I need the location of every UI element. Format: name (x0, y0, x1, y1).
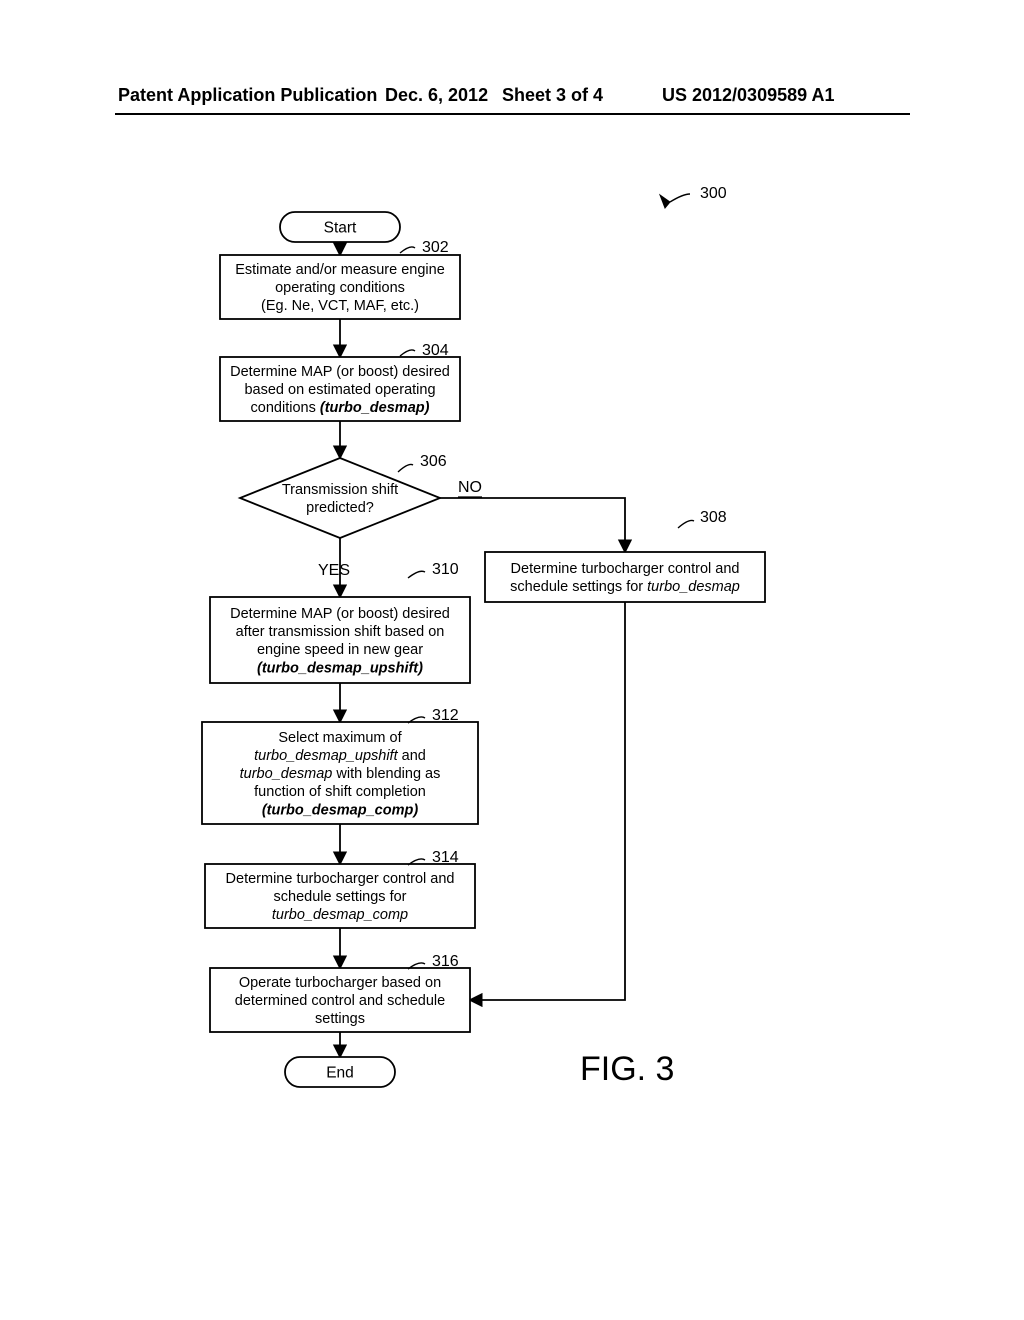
node-start: Start (280, 212, 400, 242)
node-n302: Estimate and/or measure engine operating … (220, 255, 460, 319)
svg-text:based on estimated operating: based on estimated operating (244, 382, 435, 398)
svg-text:Start: Start (324, 219, 357, 236)
svg-text:Transmission shift: Transmission shift (282, 482, 398, 498)
svg-text:engine speed in new gear: engine speed in new gear (257, 642, 423, 658)
node-n306: Transmission shift predicted? (240, 458, 440, 538)
svg-text:predicted?: predicted? (306, 500, 374, 516)
figure-label: FIG. 3 (580, 1050, 674, 1088)
node-n308: Determine turbocharger control and schedu… (485, 552, 765, 602)
svg-text:turbo_desmap with blending as: turbo_desmap with blending as (240, 766, 441, 782)
svg-text:turbo_desmap_upshift and: turbo_desmap_upshift and (254, 748, 426, 764)
svg-text:308: 308 (700, 509, 727, 526)
svg-text:NO: NO (458, 479, 482, 496)
flowchart: Start Estimate and/or measure engine opera… (0, 0, 1024, 1320)
svg-text:314: 314 (432, 849, 459, 866)
svg-text:YES: YES (318, 562, 350, 579)
edge-n306-n308 (440, 498, 625, 552)
node-n304: Determine MAP (or boost) desired based on… (220, 357, 460, 421)
svg-text:Determine turbocharger control: Determine turbocharger control and (226, 871, 455, 887)
node-n314: Determine turbocharger control and schedu… (205, 864, 475, 928)
svg-text:Operate turbocharger based on: Operate turbocharger based on (239, 975, 441, 991)
node-n310: Determine MAP (or boost) desired after tr… (210, 597, 470, 683)
svg-text:function of shift completion: function of shift completion (254, 784, 426, 800)
svg-text:(turbo_desmap_upshift): (turbo_desmap_upshift) (257, 660, 423, 676)
ref-300-arrow (660, 195, 670, 208)
svg-text:conditions (turbo_desmap): conditions (turbo_desmap) (251, 400, 430, 416)
svg-text:Determine MAP (or boost) desir: Determine MAP (or boost) desired (230, 606, 450, 622)
svg-text:schedule settings for: schedule settings for (274, 889, 407, 905)
svg-text:312: 312 (432, 707, 459, 724)
svg-text:306: 306 (420, 453, 447, 470)
svg-text:(turbo_desmap_comp): (turbo_desmap_comp) (262, 802, 418, 818)
svg-text:304: 304 (422, 342, 449, 359)
svg-text:Determine turbocharger control: Determine turbocharger control and (511, 561, 740, 577)
svg-text:settings: settings (315, 1011, 365, 1027)
svg-text:schedule settings for turbo_de: schedule settings for turbo_desmap (510, 579, 740, 595)
svg-text:turbo_desmap_comp: turbo_desmap_comp (272, 907, 408, 923)
node-n312: Select maximum of turbo_desmap_upshift an… (202, 722, 478, 824)
svg-text:after transmission shift based: after transmission shift based on (236, 624, 445, 640)
svg-text:Determine MAP (or boost) desir: Determine MAP (or boost) desired (230, 364, 450, 380)
node-n316: Operate turbocharger based on determined … (210, 968, 470, 1032)
svg-text:Select maximum of: Select maximum of (278, 730, 402, 746)
ref-300: 300 (700, 185, 727, 202)
svg-text:302: 302 (422, 239, 449, 256)
edge-n308-n316 (470, 602, 625, 1000)
svg-text:310: 310 (432, 561, 459, 578)
node-end: End (285, 1057, 395, 1087)
svg-text:operating conditions: operating conditions (275, 280, 405, 296)
svg-text:determined control and schedul: determined control and schedule (235, 993, 445, 1009)
svg-text:316: 316 (432, 953, 459, 970)
svg-text:End: End (326, 1064, 354, 1081)
svg-text:Estimate and/or measure engine: Estimate and/or measure engine (235, 262, 445, 278)
svg-text:(Eg. Ne, VCT, MAF, etc.): (Eg. Ne, VCT, MAF, etc.) (261, 298, 419, 314)
